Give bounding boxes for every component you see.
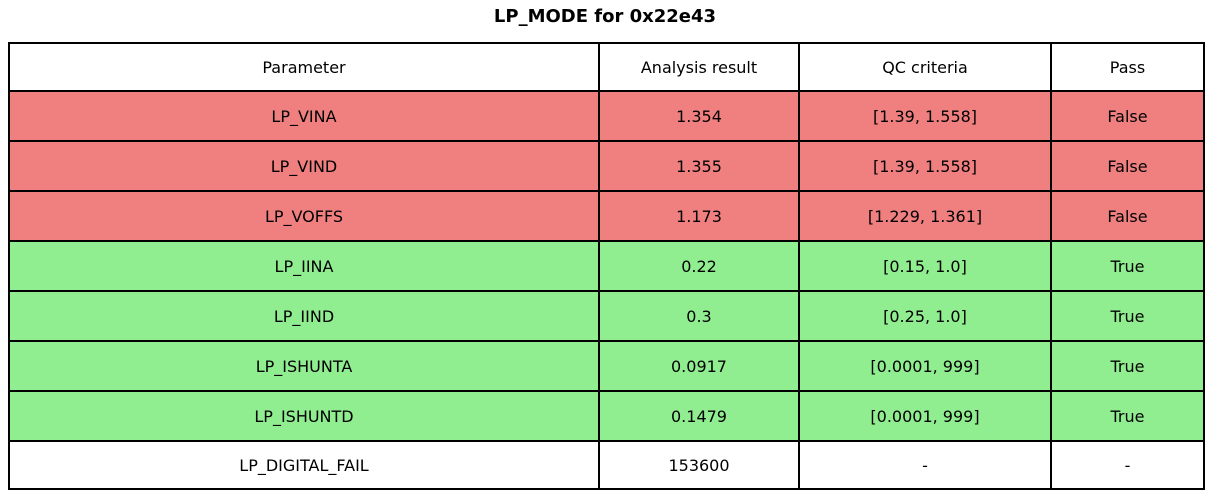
- table-row: LP_ISHUNTD 0.1479 [0.0001, 999] True: [8, 390, 1205, 442]
- cell-qc-criteria: [1.39, 1.558]: [798, 90, 1052, 142]
- cell-pass: True: [1050, 340, 1205, 392]
- cell-analysis-result: 1.354: [598, 90, 800, 142]
- table-row: LP_ISHUNTA 0.0917 [0.0001, 999] True: [8, 340, 1205, 392]
- cell-parameter: LP_VINA: [8, 90, 600, 142]
- table-row: LP_VIND 1.355 [1.39, 1.558] False: [8, 140, 1205, 192]
- cell-pass: False: [1050, 190, 1205, 242]
- cell-analysis-result: 1.173: [598, 190, 800, 242]
- cell-analysis-result: 0.0917: [598, 340, 800, 392]
- cell-parameter: LP_IINA: [8, 240, 600, 292]
- cell-pass: True: [1050, 290, 1205, 342]
- column-header-analysis-result: Analysis result: [598, 42, 800, 92]
- table-row: LP_DIGITAL_FAIL 153600 - -: [8, 440, 1205, 490]
- cell-qc-criteria: [1.39, 1.558]: [798, 140, 1052, 192]
- table-row: LP_VINA 1.354 [1.39, 1.558] False: [8, 90, 1205, 142]
- table-header-row: Parameter Analysis result QC criteria Pa…: [8, 42, 1205, 92]
- cell-pass: False: [1050, 140, 1205, 192]
- cell-pass: True: [1050, 390, 1205, 442]
- cell-parameter: LP_ISHUNTA: [8, 340, 600, 392]
- cell-analysis-result: 153600: [598, 440, 800, 490]
- cell-qc-criteria: [0.25, 1.0]: [798, 290, 1052, 342]
- column-header-pass: Pass: [1050, 42, 1205, 92]
- table-row: LP_IINA 0.22 [0.15, 1.0] True: [8, 240, 1205, 292]
- cell-pass: True: [1050, 240, 1205, 292]
- cell-qc-criteria: [1.229, 1.361]: [798, 190, 1052, 242]
- cell-analysis-result: 0.22: [598, 240, 800, 292]
- cell-parameter: LP_VIND: [8, 140, 600, 192]
- qc-results-table: Parameter Analysis result QC criteria Pa…: [8, 42, 1205, 490]
- table-row: LP_IIND 0.3 [0.25, 1.0] True: [8, 290, 1205, 342]
- cell-analysis-result: 0.3: [598, 290, 800, 342]
- cell-analysis-result: 1.355: [598, 140, 800, 192]
- cell-analysis-result: 0.1479: [598, 390, 800, 442]
- cell-parameter: LP_DIGITAL_FAIL: [8, 440, 600, 490]
- cell-parameter: LP_ISHUNTD: [8, 390, 600, 442]
- page-title: LP_MODE for 0x22e43: [493, 6, 717, 27]
- cell-pass: False: [1050, 90, 1205, 142]
- cell-qc-criteria: [0.0001, 999]: [798, 340, 1052, 392]
- cell-parameter: LP_VOFFS: [8, 190, 600, 242]
- cell-qc-criteria: [0.15, 1.0]: [798, 240, 1052, 292]
- cell-parameter: LP_IIND: [8, 290, 600, 342]
- cell-qc-criteria: -: [798, 440, 1052, 490]
- table-row: LP_VOFFS 1.173 [1.229, 1.361] False: [8, 190, 1205, 242]
- cell-qc-criteria: [0.0001, 999]: [798, 390, 1052, 442]
- cell-pass: -: [1050, 440, 1205, 490]
- column-header-parameter: Parameter: [8, 42, 600, 92]
- column-header-qc-criteria: QC criteria: [798, 42, 1052, 92]
